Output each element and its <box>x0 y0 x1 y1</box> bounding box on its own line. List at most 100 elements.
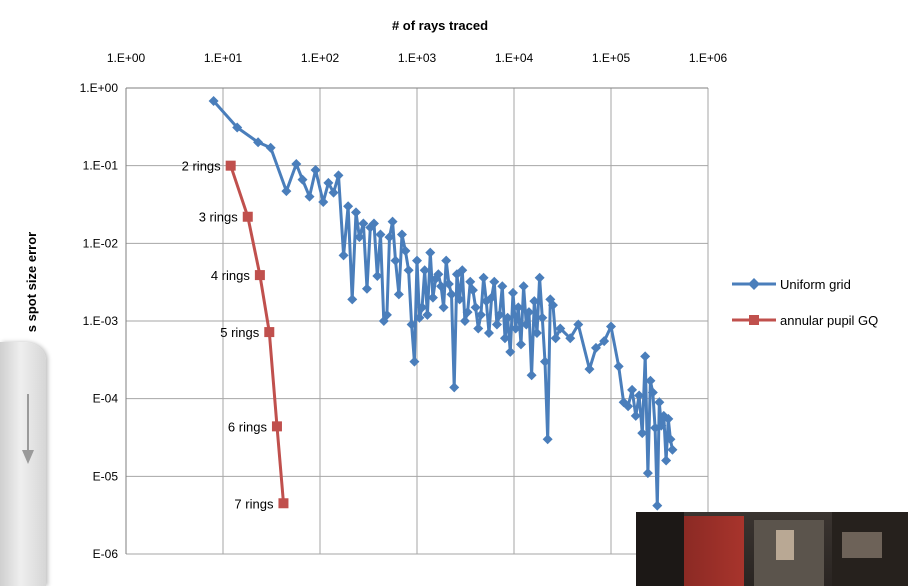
marker-s0-p112 <box>663 413 674 424</box>
marker-s0-p0 <box>208 96 219 107</box>
marker-s0-p11 <box>328 187 339 198</box>
marker-s0-p71 <box>507 287 518 298</box>
marker-s0-p37 <box>417 302 428 313</box>
marker-s0-p30 <box>396 229 407 240</box>
marker-s1-p3 <box>264 327 275 338</box>
marker-s0-p104 <box>645 375 656 386</box>
marker-s0-p82 <box>537 312 548 323</box>
marker-s0-p108 <box>654 397 665 408</box>
marker-s0-p56 <box>467 285 478 296</box>
marker-s0-p35 <box>412 255 422 266</box>
marker-s0-p49 <box>449 382 460 393</box>
marker-s0-p28 <box>390 255 401 266</box>
marker-s0-p97 <box>623 401 634 412</box>
marker-s0-p55 <box>465 276 476 287</box>
x-tick-label-4: 1.E+04 <box>495 51 534 65</box>
marker-s0-p86 <box>547 300 558 311</box>
marker-s0-p105 <box>647 387 658 398</box>
marker-s0-p79 <box>529 296 540 307</box>
marker-s0-p111 <box>661 455 672 466</box>
marker-s0-p68 <box>499 333 510 344</box>
marker-s1-p1 <box>242 211 253 222</box>
y-tick-label-3: 1.E-03 <box>83 314 119 328</box>
x-tick-label-1: 1.E+01 <box>204 51 243 65</box>
down-arrow-head-icon <box>22 450 34 464</box>
marker-s0-p64 <box>489 276 500 287</box>
y-tick-label-5: E-05 <box>93 469 119 483</box>
x-tick-label-2: 1.E+02 <box>301 51 340 65</box>
marker-s0-p6 <box>297 174 308 185</box>
point-labels: 2 rings 3 rings 4 rings 5 rings 6 rings 7 rin… <box>182 159 274 512</box>
marker-s0-p1 <box>232 122 243 133</box>
marker-s0-p92 <box>590 342 601 353</box>
series-markers <box>208 96 678 511</box>
y-tick-label-4: E-04 <box>93 392 119 406</box>
x-axis-title: # of rays traced <box>392 18 488 33</box>
marker-s0-p21 <box>368 218 379 229</box>
marker-s0-p63 <box>486 292 497 303</box>
marker-s0-p73 <box>513 302 524 313</box>
marker-s0-p34 <box>409 356 420 367</box>
marker-s0-p22 <box>372 270 383 281</box>
marker-s0-p114 <box>667 444 678 455</box>
marker-s0-p40 <box>425 247 436 258</box>
marker-s0-p16 <box>350 207 361 218</box>
marker-s1-p5 <box>278 498 289 509</box>
marker-s0-p93 <box>599 336 610 347</box>
marker-s0-p48 <box>446 289 457 300</box>
marker-s0-p59 <box>475 309 486 320</box>
marker-s0-p103 <box>642 468 653 479</box>
marker-s0-p29 <box>393 289 404 300</box>
marker-s0-p2 <box>253 137 264 148</box>
marker-s0-p31 <box>400 245 411 256</box>
marker-s0-p62 <box>483 328 494 339</box>
marker-s0-p14 <box>343 201 354 212</box>
marker-s0-p87 <box>550 333 561 344</box>
marker-s0-p44 <box>436 281 447 292</box>
marker-s0-p33 <box>406 319 417 330</box>
marker-s0-p77 <box>523 307 534 318</box>
marker-s0-p15 <box>347 294 358 305</box>
x-tick-label-5: 1.E+05 <box>592 51 631 65</box>
marker-s0-p39 <box>422 309 433 320</box>
marker-s0-p99 <box>630 410 641 421</box>
legend-entry-uniform-grid: Uniform grid <box>732 277 851 292</box>
marker-s0-p17 <box>354 232 365 243</box>
video-thumbnail <box>636 512 908 586</box>
marker-s0-p60 <box>478 272 489 283</box>
marker-s0-p66 <box>494 309 505 320</box>
marker-s0-p19 <box>361 283 372 294</box>
point-label-2: 4 rings <box>211 268 251 283</box>
point-label-1: 3 rings <box>199 210 239 225</box>
marker-s0-p57 <box>470 302 481 313</box>
legend-marker-uniform-grid <box>748 278 760 290</box>
marker-s0-p4 <box>281 186 292 197</box>
marker-s0-p46 <box>441 255 452 266</box>
marker-s0-p3 <box>265 142 276 153</box>
marker-s0-p94 <box>606 321 616 332</box>
legend-marker-annular-pupil-gq <box>749 315 759 325</box>
down-arrow-icon <box>27 394 29 454</box>
marker-s0-p70 <box>505 346 516 357</box>
legend: Uniform grid annular pupil GQ <box>732 277 878 328</box>
y-tick-label-0: 1.E+00 <box>80 81 119 95</box>
marker-s0-p67 <box>497 281 508 292</box>
marker-s0-p32 <box>403 265 414 276</box>
marker-s0-p8 <box>310 164 321 175</box>
marker-s0-p69 <box>502 312 513 323</box>
marker-s0-p91 <box>584 364 595 375</box>
point-label-0: 2 rings <box>182 159 222 174</box>
marker-s0-p74 <box>515 339 526 350</box>
marker-s0-p80 <box>531 328 542 339</box>
series-line-1 <box>229 165 285 504</box>
marker-s1-p4 <box>271 421 282 432</box>
marker-s0-p83 <box>539 356 550 367</box>
marker-s0-p51 <box>454 294 465 305</box>
marker-s0-p38 <box>419 265 430 276</box>
point-label-5: 7 rings <box>234 496 274 511</box>
marker-s0-p78 <box>526 370 537 381</box>
marker-s0-p27 <box>387 216 398 227</box>
marker-s0-p45 <box>438 302 449 313</box>
marker-s0-p109 <box>656 420 667 431</box>
marker-s0-p72 <box>510 323 521 334</box>
